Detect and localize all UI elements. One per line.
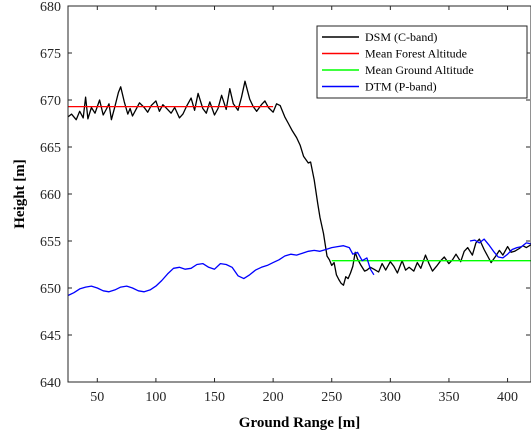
x-tick-label-200: 200 (263, 390, 284, 405)
legend: DSM (C-band) Mean Forest Altitude Mean Gro… (316, 25, 528, 99)
y-tick-label-650: 650 (40, 282, 61, 297)
series-line-dtm-segment-4 (469, 238, 531, 259)
series-layer (68, 80, 531, 297)
y-tick-label-660: 660 (40, 188, 61, 203)
ticks-layer: 50 100 150 200 250 300 350 400 640 645 650 655 660 66… (40, 0, 530, 405)
legend-label-2: Mean Ground Altitude (365, 63, 474, 77)
x-axis-label: Ground Range [m] (239, 415, 360, 431)
y-tick-label-680: 680 (40, 0, 61, 15)
x-tick-label-50: 50 (90, 390, 104, 405)
y-tick-label-655: 655 (40, 235, 61, 250)
y-tick-label-670: 670 (40, 94, 61, 109)
x-tick-label-400: 400 (497, 390, 518, 405)
y-tick-label-675: 675 (40, 47, 61, 62)
legend-label-3: DTM (P-band) (365, 80, 437, 94)
series-line-dtm-p-band-3 (68, 245, 375, 297)
x-tick-label-250: 250 (321, 390, 342, 405)
x-tick-label-300: 300 (380, 390, 401, 405)
legend-label-1: Mean Forest Altitude (365, 47, 467, 61)
legend-label-0: DSM (C-band) (365, 30, 437, 44)
x-tick-label-150: 150 (204, 390, 225, 405)
y-tick-label-640: 640 (40, 376, 61, 391)
x-tick-label-350: 350 (438, 390, 459, 405)
y-tick-label-665: 665 (40, 141, 61, 156)
x-tick-label-100: 100 (145, 390, 166, 405)
y-tick-label-645: 645 (40, 329, 61, 344)
y-axis-label: Height [m] (12, 159, 28, 229)
